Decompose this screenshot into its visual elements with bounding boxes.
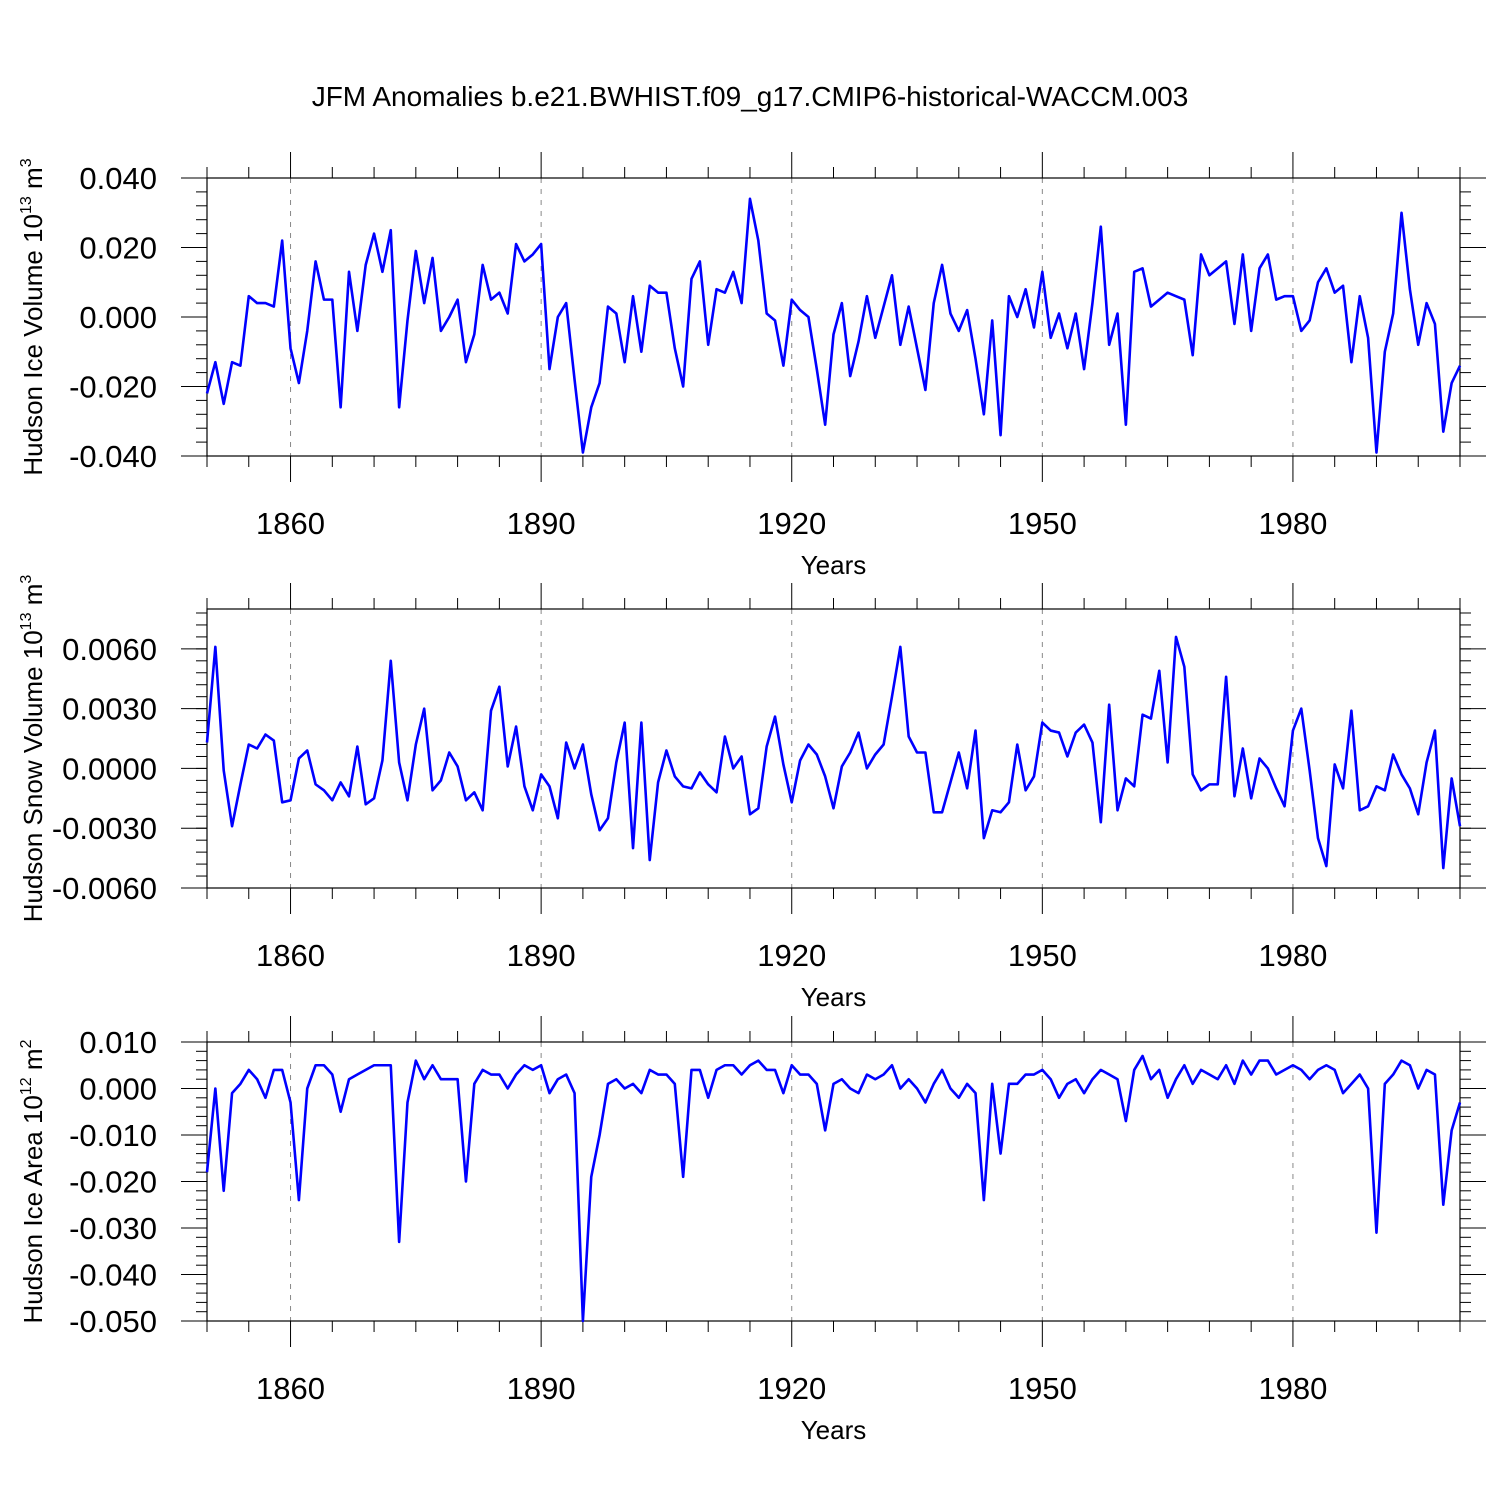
y-tick-label: 0.000 xyxy=(79,1072,157,1107)
y-tick-label: 0.0060 xyxy=(62,632,157,667)
y-tick-label: 0.020 xyxy=(79,231,157,266)
y-tick-label: -0.020 xyxy=(69,1165,157,1200)
series-line-snow-volume xyxy=(205,635,1462,870)
x-tick-label-1980: 1980 xyxy=(1258,1371,1327,1406)
y-axis-title: Hudson Snow Volume 1013 m3 xyxy=(18,575,48,923)
x-tick-label-1860: 1860 xyxy=(256,938,325,973)
x-tick-label-1950: 1950 xyxy=(1008,506,1077,541)
chart-title: JFM Anomalies b.e21.BWHIST.f09_g17.CMIP6… xyxy=(312,81,1189,112)
y-tick-label: -0.0030 xyxy=(52,811,157,846)
y-tick-label: 0.040 xyxy=(79,161,157,196)
panel-snow-volume: 1860 1890 1920 1950 1980 Years -0.0060 -0.0030 0… xyxy=(18,575,1486,1012)
series-line-ice-volume xyxy=(205,197,1462,454)
y-tick-label: -0.010 xyxy=(69,1118,157,1153)
y-tick-label: -0.050 xyxy=(69,1304,157,1339)
x-tick-label-1890: 1890 xyxy=(507,1371,576,1406)
y-tick-label: -0.030 xyxy=(69,1211,157,1246)
x-axis-title: Years xyxy=(801,982,867,1012)
y-axis-title: Hudson Ice Volume 1013 m3 xyxy=(18,158,48,475)
panel-ice-volume: 1860 1890 1920 1950 1980 Years -0.040 -0.020 0.0… xyxy=(18,152,1486,580)
y-tick-label: 0.0030 xyxy=(62,692,157,727)
y-tick-label: -0.020 xyxy=(69,370,157,405)
y-tick-label: -0.040 xyxy=(69,439,157,474)
x-tick-label-1860: 1860 xyxy=(256,1371,325,1406)
panel-ice-area: 1860 1890 1920 1950 1980 Years -0.050 -0.040 -0.… xyxy=(18,1016,1486,1445)
y-tick-label: -0.0060 xyxy=(52,871,157,906)
x-tick-label-1920: 1920 xyxy=(757,938,826,973)
x-tick-label-1860: 1860 xyxy=(256,506,325,541)
x-tick-label-1920: 1920 xyxy=(757,1371,826,1406)
x-tick-label-1950: 1950 xyxy=(1008,1371,1077,1406)
plot-frame xyxy=(206,608,1461,889)
y-tick-label: 0.0000 xyxy=(62,751,157,786)
x-tick-label-1980: 1980 xyxy=(1258,938,1327,973)
y-tick-label: 0.000 xyxy=(79,300,157,335)
x-tick-label-1890: 1890 xyxy=(507,938,576,973)
series-line-ice-area xyxy=(205,1054,1462,1323)
x-tick-label-1890: 1890 xyxy=(507,506,576,541)
x-axis-title: Years xyxy=(801,1415,867,1445)
y-axis-title: Hudson Ice Area 1012 m2 xyxy=(18,1039,48,1323)
x-tick-label-1980: 1980 xyxy=(1258,506,1327,541)
x-tick-label-1920: 1920 xyxy=(757,506,826,541)
x-axis-title: Years xyxy=(801,550,867,580)
x-tick-label-1950: 1950 xyxy=(1008,938,1077,973)
y-tick-label: -0.040 xyxy=(69,1258,157,1293)
y-tick-label: 0.010 xyxy=(79,1025,157,1060)
